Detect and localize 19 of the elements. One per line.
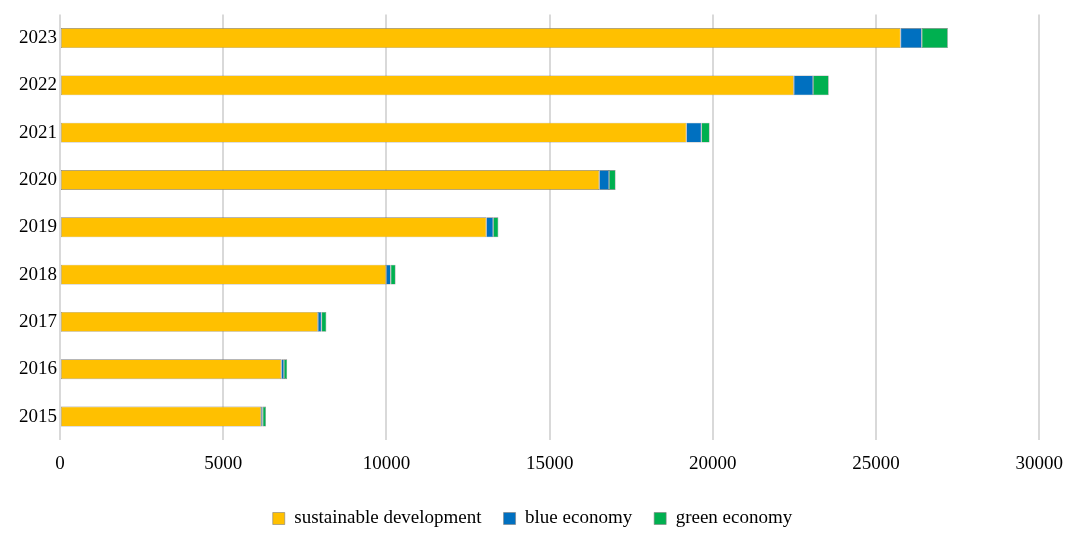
x-tick-label: 5000 xyxy=(204,451,243,473)
y-tick-label: 2018 xyxy=(19,262,57,284)
x-tick-label: 0 xyxy=(55,451,65,473)
x-tick-label: 20000 xyxy=(689,451,737,473)
y-tick-label: 2021 xyxy=(19,120,57,142)
x-tick-label: 30000 xyxy=(1015,451,1063,473)
x-tick-label: 25000 xyxy=(852,451,900,473)
y-tick-label: 2023 xyxy=(19,26,57,48)
y-tick-label: 2019 xyxy=(19,215,57,237)
y-tick-label: 2022 xyxy=(19,73,57,95)
y-tick-label: 2017 xyxy=(19,309,57,331)
y-tick-label: 2015 xyxy=(19,404,57,426)
x-tick-label: 15000 xyxy=(525,451,574,473)
legend-label: sustainable development xyxy=(294,506,483,528)
x-tick-label: 10000 xyxy=(362,451,411,473)
legend-label: green economy xyxy=(675,506,793,528)
y-tick-label: 2020 xyxy=(19,167,57,189)
legend-label: blue economy xyxy=(525,506,633,528)
y-tick-label: 2016 xyxy=(19,357,57,379)
